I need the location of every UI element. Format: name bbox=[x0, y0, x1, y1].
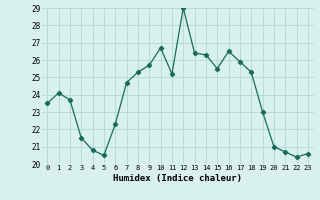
X-axis label: Humidex (Indice chaleur): Humidex (Indice chaleur) bbox=[113, 174, 242, 183]
